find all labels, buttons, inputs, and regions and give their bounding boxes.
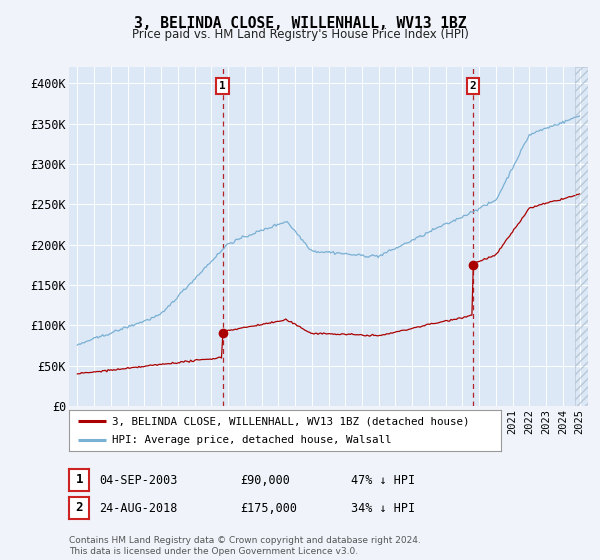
Text: 47% ↓ HPI: 47% ↓ HPI: [351, 474, 415, 487]
Text: HPI: Average price, detached house, Walsall: HPI: Average price, detached house, Wals…: [112, 435, 392, 445]
Text: Price paid vs. HM Land Registry's House Price Index (HPI): Price paid vs. HM Land Registry's House …: [131, 28, 469, 41]
Text: 2: 2: [470, 81, 476, 91]
Text: 04-SEP-2003: 04-SEP-2003: [99, 474, 178, 487]
Text: 1: 1: [76, 473, 83, 487]
Text: 1: 1: [219, 81, 226, 91]
Text: 2: 2: [76, 501, 83, 515]
Text: £90,000: £90,000: [240, 474, 290, 487]
Text: 34% ↓ HPI: 34% ↓ HPI: [351, 502, 415, 515]
Text: 24-AUG-2018: 24-AUG-2018: [99, 502, 178, 515]
Text: 3, BELINDA CLOSE, WILLENHALL, WV13 1BZ (detached house): 3, BELINDA CLOSE, WILLENHALL, WV13 1BZ (…: [112, 417, 470, 426]
Text: Contains HM Land Registry data © Crown copyright and database right 2024.
This d: Contains HM Land Registry data © Crown c…: [69, 536, 421, 556]
Text: 3, BELINDA CLOSE, WILLENHALL, WV13 1BZ: 3, BELINDA CLOSE, WILLENHALL, WV13 1BZ: [134, 16, 466, 31]
Text: £175,000: £175,000: [240, 502, 297, 515]
